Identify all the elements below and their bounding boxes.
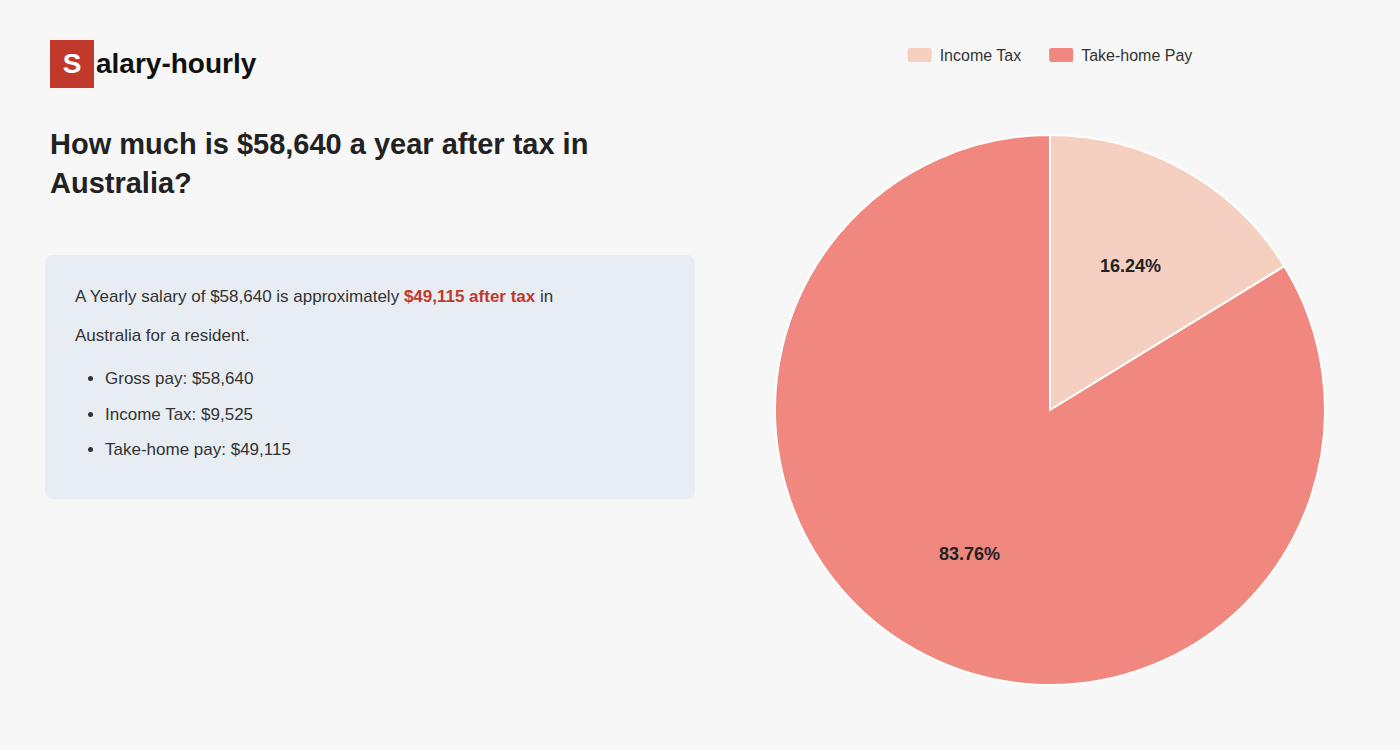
pie-panel: 16.24% 83.76% Income Tax Take-home Pay: [700, 0, 1400, 750]
info-line: Australia for a resident.: [75, 322, 665, 349]
legend-label: Take-home Pay: [1081, 47, 1192, 64]
info-text: in: [535, 287, 553, 306]
logo-text: alary-hourly: [96, 48, 256, 80]
legend-item: Take-home Pay: [1049, 47, 1192, 64]
legend-swatch: [1049, 48, 1073, 62]
highlight: $49,115 after tax: [404, 287, 535, 306]
legend-label: Income Tax: [940, 47, 1022, 64]
data-labels: 16.24% 83.76%: [939, 256, 1161, 564]
info-line: A Yearly salary of $58,640 is approximat…: [75, 283, 665, 310]
pie-slice: [775, 135, 1325, 685]
bullet-item: Take-home pay: $49,115: [105, 436, 665, 463]
data-label: 16.24%: [1100, 256, 1161, 276]
info-box: A Yearly salary of $58,640 is approximat…: [45, 255, 695, 499]
data-label: 83.76%: [939, 544, 1000, 564]
legend: Income Tax Take-home Pay: [908, 47, 1193, 64]
info-text: Australia for a resident.: [75, 326, 250, 345]
legend-item: Income Tax: [908, 47, 1022, 64]
logo-mark: S: [50, 40, 94, 88]
logo: Salary-hourly: [50, 40, 256, 88]
info-text: A Yearly salary of $58,640 is approximat…: [75, 287, 404, 306]
pie-chart: 16.24% 83.76% Income Tax Take-home Pay: [700, 0, 1400, 750]
legend-swatch: [908, 48, 932, 62]
slices: [775, 135, 1325, 685]
text-panel: Salary-hourly How much is $58,640 a year …: [0, 0, 700, 750]
bullet-item: Gross pay: $58,640: [105, 365, 665, 392]
bullet-list: Gross pay: $58,640 Income Tax: $9,525 Take…: [75, 365, 665, 463]
title: How much is $58,640 a year after tax in …: [50, 125, 670, 203]
bullet-item: Income Tax: $9,525: [105, 401, 665, 428]
